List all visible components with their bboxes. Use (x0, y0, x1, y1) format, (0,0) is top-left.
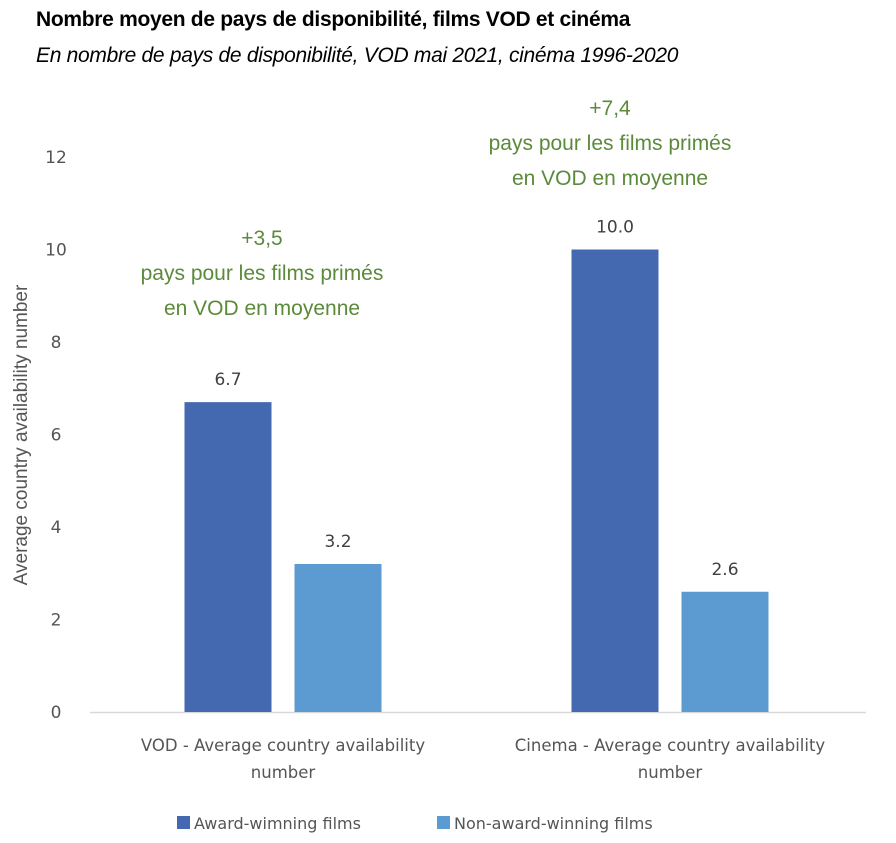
annotation-text: pays pour les films primés (141, 262, 384, 285)
legend-swatch-award (177, 816, 190, 829)
chart-subtitle: En nombre de pays de disponibilité, VOD … (36, 44, 679, 67)
y-tick-label: 6 (51, 426, 62, 446)
data-label: 10.0 (596, 218, 634, 238)
bars (184, 249, 769, 712)
y-tick-label: 4 (51, 518, 62, 538)
category-labels: VOD - Average country availability number… (141, 736, 826, 782)
data-label: 3.2 (324, 532, 351, 552)
y-axis-label: Average country availability number (11, 284, 32, 585)
chart-title: Nombre moyen de pays de disponibilité, f… (36, 8, 631, 31)
annotation-text: en VOD en moyenne (512, 167, 708, 190)
bar-award-1 (571, 249, 659, 712)
legend: Award-wimning films Non-award-winning fil… (177, 814, 653, 833)
data-labels: 6.7 10.0 3.2 2.6 (214, 218, 738, 580)
category-label: number (251, 763, 316, 782)
legend-label: Award-wimning films (194, 814, 361, 833)
data-label: 6.7 (214, 370, 241, 390)
category-label: Cinema - Average country availability (515, 736, 826, 755)
annotations: +3,5 pays pour les films primés en VOD en … (141, 97, 732, 320)
annotation-text: en VOD en moyenne (164, 297, 360, 320)
bar-non-award-0 (294, 564, 382, 712)
y-axis-ticks: 0 2 4 6 8 10 12 (45, 148, 67, 723)
y-tick-label: 8 (51, 333, 62, 353)
data-label: 2.6 (711, 560, 738, 580)
annotation-text: pays pour les films primés (489, 132, 732, 155)
y-tick-label: 2 (51, 611, 62, 631)
annotation-text: +3,5 (241, 227, 282, 250)
bar-award-0 (184, 402, 272, 712)
annotation-text: +7,4 (589, 97, 631, 120)
bar-non-award-1 (681, 591, 769, 712)
category-label: VOD - Average country availability (141, 736, 425, 755)
y-tick-label: 12 (45, 148, 67, 168)
legend-label: Non-award-winning films (454, 814, 653, 833)
y-tick-label: 10 (45, 241, 67, 261)
category-label: number (638, 763, 703, 782)
y-tick-label: 0 (51, 703, 62, 723)
legend-swatch-non-award (437, 816, 450, 829)
